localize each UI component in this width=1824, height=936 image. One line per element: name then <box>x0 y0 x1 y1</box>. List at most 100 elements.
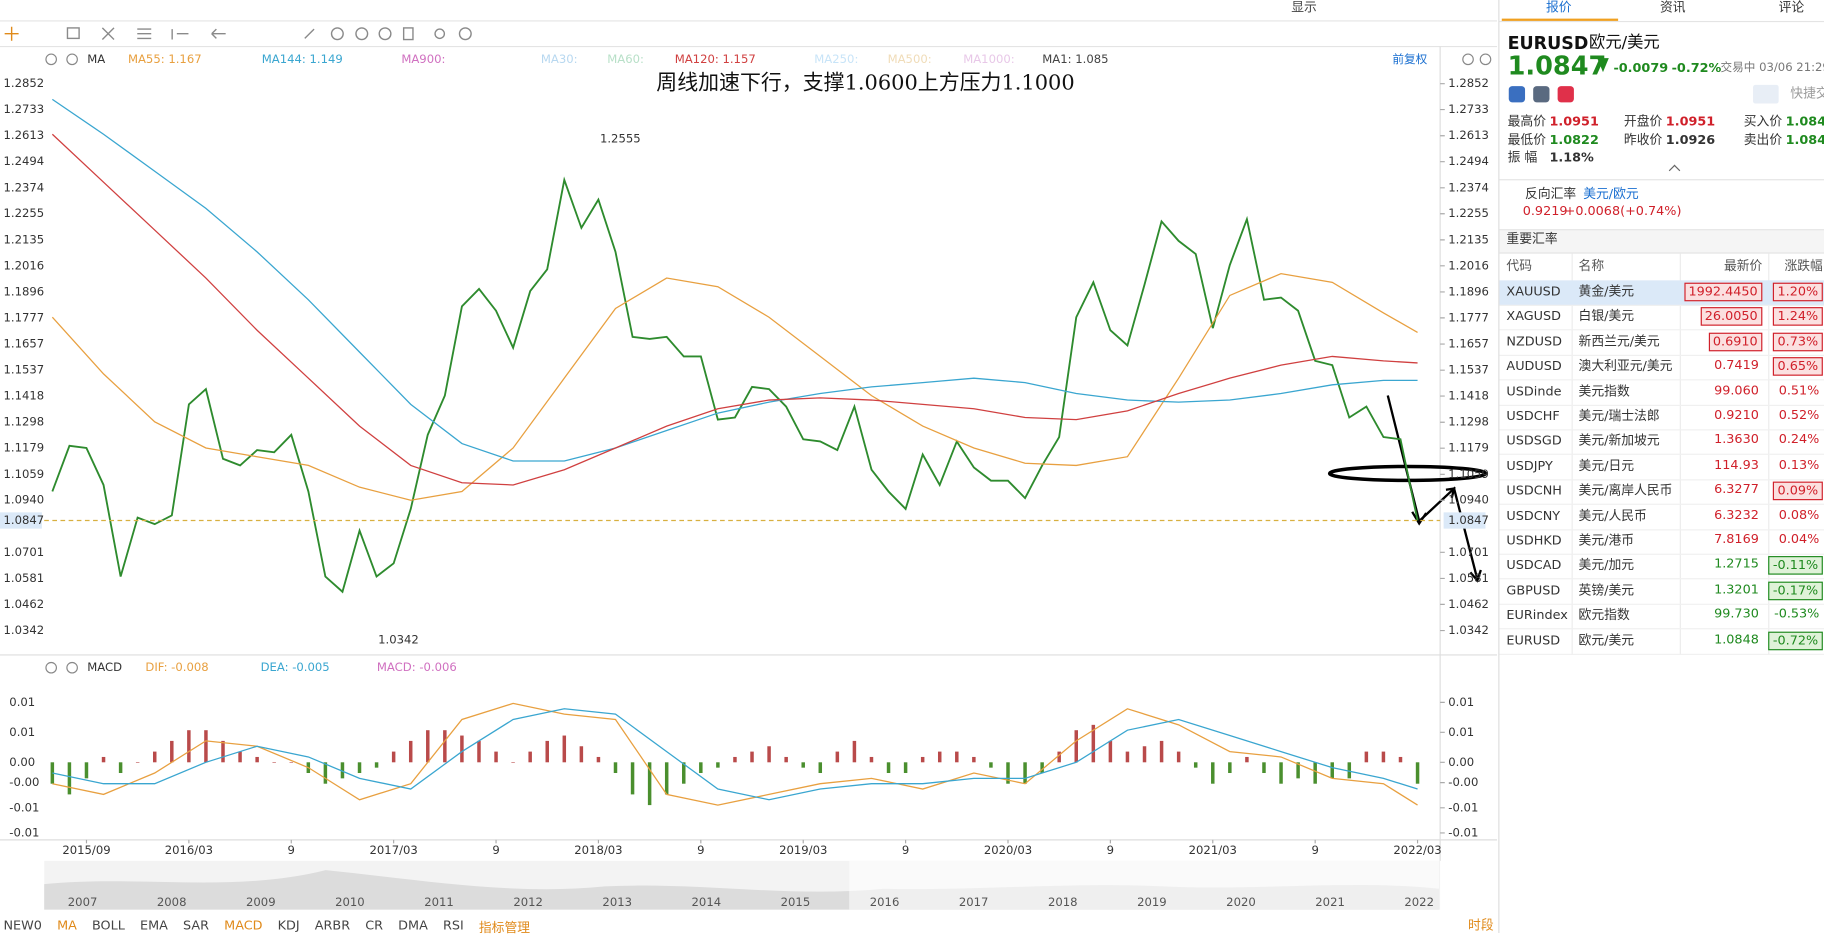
y-tick-label: 1.1059 <box>1448 467 1489 481</box>
indicator-tab[interactable]: RSI <box>442 917 464 933</box>
indicator-tab[interactable]: DMA <box>398 917 428 933</box>
rate-row[interactable] <box>1499 629 1824 655</box>
y-tick-label: 1.1059 <box>3 467 44 481</box>
action-icon[interactable] <box>1533 86 1550 103</box>
link-tool[interactable] <box>434 28 446 40</box>
ma-close-icon[interactable] <box>66 53 78 66</box>
indicator-tab[interactable]: MA <box>57 917 77 933</box>
rate-row[interactable] <box>1499 405 1824 431</box>
quick-trade[interactable]: 快捷交 <box>1790 86 1824 102</box>
collapse-chevron[interactable] <box>1668 164 1681 177</box>
stat-label: 卖出价 <box>1743 132 1783 148</box>
column-header[interactable]: 最新价 <box>1723 258 1763 274</box>
indicator-tab[interactable]: BOLL <box>91 917 125 933</box>
macd-label[interactable]: MACD <box>87 660 122 674</box>
macd-bar <box>357 762 362 774</box>
ma-legend: MA1000: <box>963 52 1014 66</box>
column-header[interactable]: 代码 <box>1506 258 1533 274</box>
line-tool[interactable] <box>101 27 115 41</box>
overview-year: 2022 <box>1404 895 1434 909</box>
rate-row[interactable] <box>1499 554 1824 580</box>
rect-tool[interactable] <box>66 27 80 40</box>
rate-row[interactable] <box>1499 604 1824 630</box>
settings-tool[interactable] <box>458 27 472 41</box>
macd-settings-icon[interactable] <box>45 661 58 674</box>
indicator-tab[interactable]: SAR <box>183 917 210 933</box>
y-tick-label: -0.01 <box>1448 825 1478 839</box>
overview-window[interactable] <box>849 860 1439 910</box>
indicator-tab[interactable]: NEW0 <box>3 917 42 933</box>
overview-year: 2016 <box>870 895 900 909</box>
panel-tab[interactable]: 报价 <box>1545 0 1572 16</box>
crosshair-tool[interactable] <box>4 26 19 41</box>
rate-row[interactable] <box>1499 430 1824 456</box>
fib-tool[interactable] <box>137 28 152 40</box>
hide-tool[interactable] <box>378 27 392 41</box>
x-tick-label: 2015/09 <box>62 843 110 857</box>
rate-row[interactable] <box>1499 455 1824 481</box>
rate-row[interactable] <box>1499 280 1824 306</box>
display-menu[interactable]: 显示 <box>1291 0 1317 16</box>
ma-label[interactable]: MA <box>87 52 105 66</box>
y-tick-label: 1.2016 <box>3 258 44 272</box>
rate-row[interactable] <box>1499 305 1824 331</box>
y-tick-label: 1.2374 <box>3 180 44 194</box>
indicator-tab[interactable]: ARBR <box>314 917 351 933</box>
x-tick-label: 2016/03 <box>165 843 213 857</box>
y-tick-label: 1.2852 <box>3 76 44 90</box>
y-tick-label: 1.1537 <box>1448 363 1489 377</box>
ma-settings-icon[interactable] <box>45 53 58 66</box>
reverse-name[interactable]: 美元/欧元 <box>1583 186 1639 202</box>
y-tick-label: 0.01 <box>9 725 35 739</box>
rate-row[interactable] <box>1499 529 1824 555</box>
x-tick-label: 9 <box>1107 843 1114 857</box>
panel-tab[interactable]: 评论 <box>1778 0 1805 16</box>
y-tick-label: 1.2135 <box>1448 232 1489 246</box>
macd-bar <box>818 762 823 774</box>
rate-change: 0.09% <box>1772 481 1823 501</box>
y-tick-label: 0.01 <box>1448 695 1474 709</box>
magnet-tool[interactable] <box>330 27 344 41</box>
rate-price: 0.6910 <box>1708 332 1763 352</box>
rate-name: 美元/港币 <box>1578 532 1635 548</box>
delete-tool[interactable] <box>402 27 414 41</box>
column-header[interactable]: 涨跌幅 <box>1784 258 1823 274</box>
pen-tool[interactable] <box>304 28 315 39</box>
channel-tool[interactable] <box>171 29 189 40</box>
x-tick-label: 9 <box>1311 843 1318 857</box>
rate-row[interactable] <box>1499 579 1824 605</box>
macd-bar <box>187 730 191 763</box>
macd-bar <box>1313 762 1317 784</box>
minimize-icon[interactable] <box>1462 53 1474 66</box>
bell-button[interactable] <box>1753 84 1779 104</box>
rate-row[interactable] <box>1499 355 1824 381</box>
rate-code: USDJPY <box>1506 458 1553 474</box>
rate-price: 26.0050 <box>1700 307 1763 327</box>
rate-row[interactable] <box>1499 330 1824 356</box>
drawing-tools[interactable] <box>4 26 472 41</box>
rate-row[interactable] <box>1499 479 1824 506</box>
add-icon[interactable] <box>1479 53 1492 66</box>
macd-bar <box>955 751 959 763</box>
indicator-tab[interactable]: 指标管理 <box>478 920 531 936</box>
y-tick-label: -0.01 <box>9 800 39 814</box>
action-icon[interactable] <box>1508 86 1526 103</box>
indicator-tab[interactable]: KDJ <box>277 917 300 933</box>
rate-name: 澳大利亚元/美元 <box>1578 358 1673 374</box>
indicator-tab[interactable]: CR <box>365 917 384 933</box>
lock-tool[interactable] <box>355 27 369 41</box>
rate-row[interactable] <box>1499 504 1824 530</box>
last-price-label: 1.0847 <box>3 513 44 527</box>
action-icon[interactable] <box>1557 86 1574 103</box>
indicator-tab[interactable]: MACD <box>224 917 263 933</box>
macd-bar <box>391 751 396 763</box>
panel-tab[interactable]: 资讯 <box>1659 0 1686 16</box>
session-tab[interactable]: 时段 <box>1468 917 1494 933</box>
rate-row[interactable] <box>1499 380 1824 406</box>
column-header[interactable]: 名称 <box>1578 258 1605 274</box>
undo-tool[interactable] <box>211 28 226 39</box>
indicator-tab[interactable]: EMA <box>140 917 168 933</box>
adjust-toggle[interactable]: 前复权 <box>1392 52 1427 66</box>
macd-close-icon[interactable] <box>66 661 78 674</box>
y-tick-label: 1.1179 <box>1448 441 1489 455</box>
